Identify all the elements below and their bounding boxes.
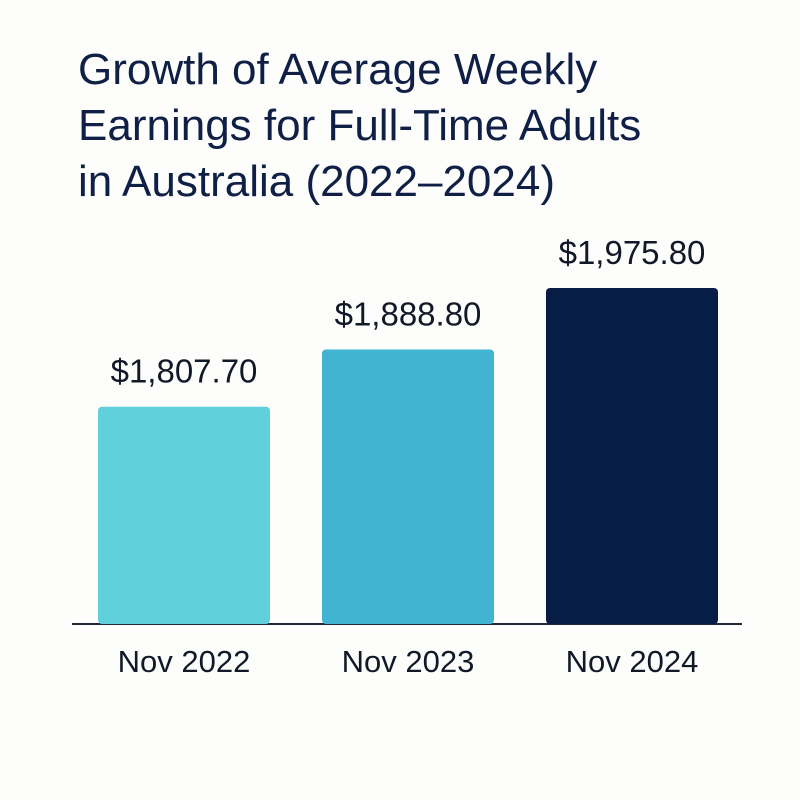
value-label-nov-2023: $1,888.80 — [335, 295, 482, 332]
x-tick-label-nov-2024: Nov 2024 — [566, 644, 699, 679]
bar-nov-2024 — [546, 288, 718, 624]
value-label-nov-2024: $1,975.80 — [559, 234, 706, 271]
x-tick-label-nov-2022: Nov 2022 — [118, 644, 251, 679]
chart-title-line-2: Earnings for Full-Time Adults — [78, 101, 642, 150]
chart-title-line-3: in Australia (2022–2024) — [78, 157, 555, 206]
bar-nov-2023 — [322, 349, 494, 624]
value-labels-group: $1,807.70 $1,888.80 $1,975.80 — [111, 234, 706, 390]
bar-nov-2022 — [98, 406, 270, 624]
chart-title-line-1: Growth of Average Weekly — [78, 45, 598, 94]
x-tick-label-nov-2023: Nov 2023 — [342, 644, 475, 679]
value-label-nov-2022: $1,807.70 — [111, 353, 258, 390]
x-tick-labels-group: Nov 2022 Nov 2023 Nov 2024 — [118, 644, 699, 679]
bars-group — [98, 288, 718, 624]
chart-title: Growth of Average Weekly Earnings for Fu… — [78, 42, 778, 210]
